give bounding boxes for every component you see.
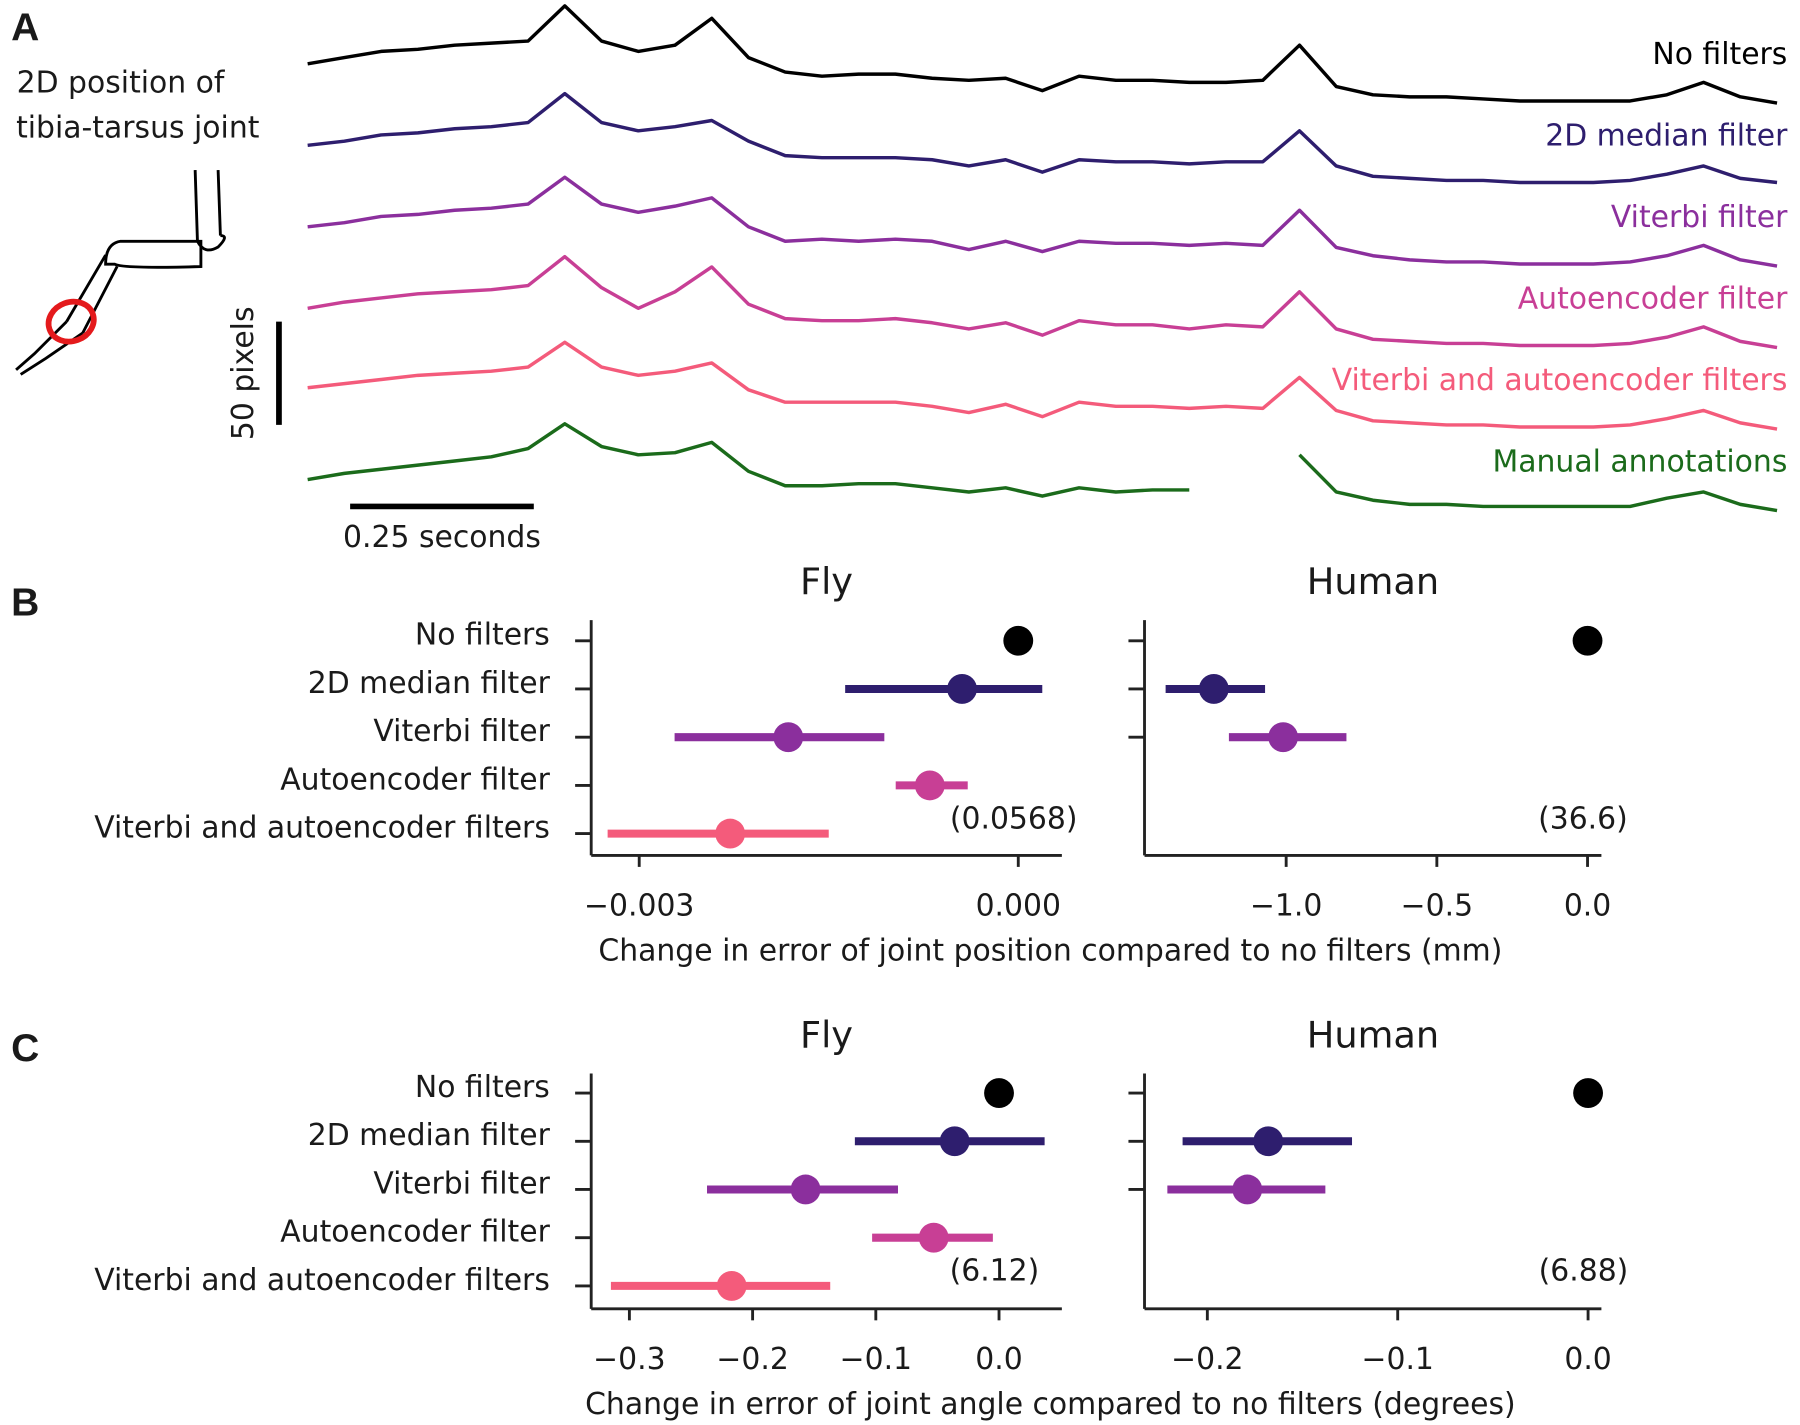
legend-label: Viterbi filter [1611,200,1788,235]
trace [307,254,1778,350]
y-tick-label: Viterbi and autoencoder filters [94,811,550,846]
point [773,722,804,753]
x-tick-label: 0.0 [975,1342,1022,1377]
y-tick-label: Viterbi and autoencoder filters [94,1263,550,1298]
point [914,770,945,801]
x-tick-label: −0.1 [1361,1342,1433,1377]
y-tick-label: Viterbi filter [373,1166,550,1201]
subplot-title: Fly [800,560,853,603]
x-tick-label: −0.1 [840,1342,912,1377]
scale-label: 0.25 seconds [343,520,541,555]
annotation: (36.6) [1538,801,1628,836]
point [1573,1078,1604,1108]
trace [307,91,1778,185]
point [716,1270,747,1301]
subplot-title: Fly [800,1013,853,1056]
point [947,674,977,704]
x-tick-label: −0.3 [593,1342,665,1377]
point [1268,722,1299,753]
point [939,1126,970,1157]
x-tick-label: 0.0 [1564,1342,1611,1377]
annotation: (6.12) [950,1254,1040,1289]
leg-drawing [15,170,226,376]
y-tick-label: Viterbi filter [373,714,550,749]
panel-label: C [11,1027,39,1070]
point [984,1078,1014,1108]
legend-label: Viterbi and autoencoder filters [1332,363,1788,398]
y-tick-label: No filters [415,618,550,653]
y-tick-label: No filters [415,1070,550,1105]
x-axis-label: Change in error of joint angle compared … [585,1387,1516,1422]
x-tick-label: −0.5 [1401,889,1473,924]
legend-label: Manual annotations [1493,444,1788,479]
leg-caption: tibia-tarsus joint [16,110,259,145]
point [1253,1126,1284,1157]
trace [307,175,1778,268]
annotation: (0.0568) [950,801,1078,836]
point [1572,625,1603,656]
point [1003,625,1034,656]
trace [307,340,1778,431]
point [790,1174,821,1205]
x-tick-label: −0.2 [1171,1342,1243,1377]
legend-label: 2D median filter [1545,118,1788,153]
point [1232,1174,1263,1205]
x-tick-label: 0.0 [1564,889,1611,924]
subplot-title: Human [1307,1013,1439,1056]
scale-label: 50 pixels [226,306,261,440]
panel-label: A [11,6,39,49]
point [918,1222,949,1253]
panel-label: B [11,581,39,624]
x-tick-label: 0.000 [976,889,1061,924]
annotation: (6.88) [1539,1254,1629,1289]
y-tick-label: 2D median filter [308,1118,551,1153]
trace [307,422,1778,513]
y-tick-label: Autoencoder filter [280,762,550,797]
legend-label: No filters [1652,37,1787,72]
legend-label: Autoencoder filter [1518,281,1788,316]
subplot-title: Human [1307,560,1439,603]
leg-caption: 2D position of [17,65,226,100]
x-tick-label: −0.003 [584,889,694,924]
x-axis-label: Change in error of joint position compar… [598,933,1502,968]
trace [307,4,1778,105]
x-tick-label: −1.0 [1250,889,1322,924]
point [1198,674,1229,704]
y-tick-label: 2D median filter [308,666,551,701]
y-tick-label: Autoencoder filter [280,1215,550,1250]
point [715,818,746,849]
x-tick-label: −0.2 [716,1342,788,1377]
